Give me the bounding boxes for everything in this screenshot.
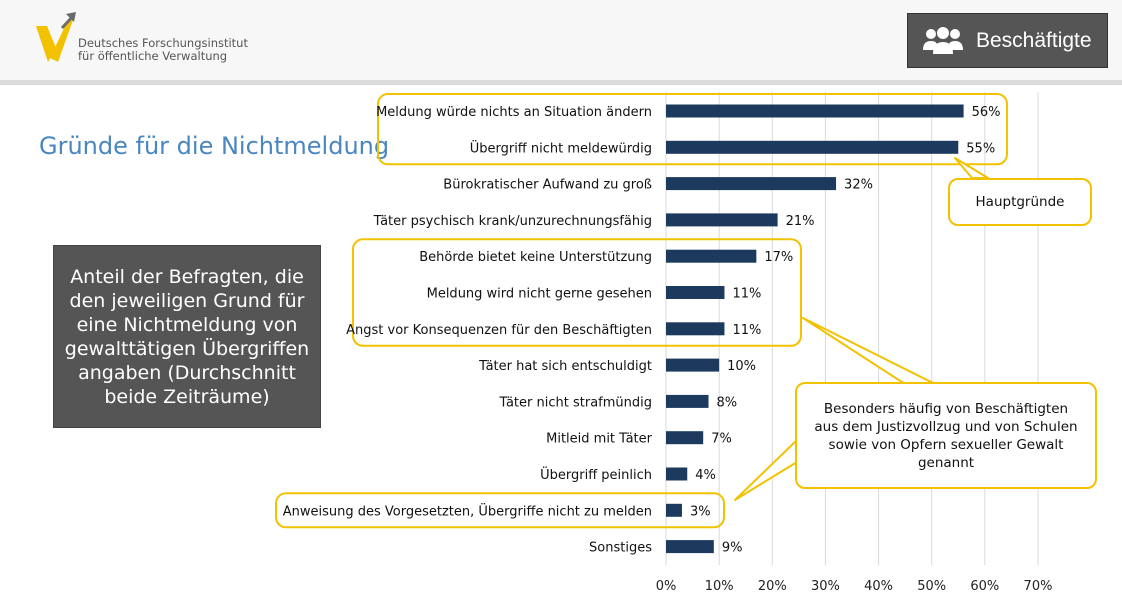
frequent-note-text: Besonders häufig von Beschäftigten aus d…: [814, 400, 1078, 471]
chart-bars: [666, 104, 964, 554]
main-reasons-callout: Hauptgründe: [948, 178, 1092, 226]
x-tick-label: 40%: [864, 579, 893, 594]
category-label: Behörde bietet keine Unterstützung: [419, 250, 652, 265]
main-reasons-text: Hauptgründe: [975, 194, 1065, 210]
bar: [666, 540, 714, 554]
audience-badge: Beschäftigte: [907, 13, 1108, 68]
value-label: 8%: [717, 395, 738, 410]
value-label: 11%: [732, 287, 761, 302]
frequent-note-pointer-bottom: [734, 439, 798, 501]
main-reasons-pointer: [954, 157, 989, 179]
bar: [666, 358, 720, 372]
frequent-note-callout: Besonders häufig von Beschäftigten aus d…: [795, 382, 1097, 489]
value-label: 9%: [722, 541, 743, 556]
bar: [666, 177, 837, 191]
value-label: 32%: [844, 178, 873, 193]
bar: [666, 140, 959, 154]
category-label: Anweisung des Vorgesetzten, Übergriffe n…: [283, 502, 652, 519]
value-label: 4%: [695, 468, 716, 483]
category-label: Mitleid mit Täter: [546, 432, 653, 447]
header-divider: [0, 80, 1122, 85]
x-tick-label: 60%: [970, 579, 999, 594]
value-label: 21%: [786, 214, 815, 229]
bar: [666, 431, 704, 445]
value-label: 55%: [966, 141, 995, 156]
category-label: Bürokratischer Aufwand zu groß: [443, 178, 652, 193]
institute-name: Deutsches Forschungsinstitut für öffentl…: [78, 37, 248, 63]
bar: [666, 286, 725, 299]
value-label: 10%: [727, 359, 756, 374]
value-label: 56%: [972, 105, 1001, 120]
bar: [666, 249, 757, 263]
institute-logo: Deutsches Forschungsinstitut für öffentl…: [36, 12, 276, 72]
highlight-frame: [377, 93, 1008, 166]
chart-labels: Meldung würde nichts an Situation ändern…: [283, 105, 1001, 556]
category-label: Meldung würde nichts an Situation ändern: [376, 105, 652, 120]
bar: [666, 467, 688, 481]
category-label: Sonstiges: [589, 541, 652, 556]
users-icon: [923, 26, 963, 54]
description-text: Anteil der Befragten, die den jeweiligen…: [64, 265, 310, 408]
x-tick-label: 10%: [705, 579, 734, 594]
x-tick-label: 30%: [811, 579, 840, 594]
value-label: 3%: [690, 504, 711, 519]
institute-name-line1: Deutsches Forschungsinstitut: [78, 36, 248, 50]
value-label: 17%: [764, 250, 793, 265]
bar: [666, 503, 682, 517]
bar: [666, 104, 964, 118]
value-label: 7%: [711, 432, 732, 447]
category-label: Übergriff peinlich: [540, 466, 652, 483]
category-label: Meldung wird nicht gerne gesehen: [427, 287, 652, 302]
page-title: Gründe für die Nichtmeldung: [39, 132, 390, 160]
category-label: Täter hat sich entschuldigt: [478, 359, 652, 374]
chart-ticks: 0% 10% 20% 30% 40% 50% 60% 70%: [656, 579, 1053, 594]
audience-badge-label: Beschäftigte: [976, 28, 1092, 52]
category-label: Angst vor Konsequenzen für den Beschäfti…: [346, 323, 652, 338]
frequent-note-pointer-top: [802, 317, 936, 385]
bar: [666, 394, 709, 408]
category-label: Täter nicht strafmündig: [499, 395, 652, 410]
x-tick-label: 50%: [917, 579, 946, 594]
x-tick-label: 0%: [656, 579, 677, 594]
bar: [666, 213, 778, 227]
bar: [666, 322, 725, 336]
highlight-frame: [352, 238, 802, 347]
description-box: Anteil der Befragten, die den jeweiligen…: [53, 245, 321, 428]
institute-name-line2: für öffentliche Verwaltung: [78, 49, 228, 63]
x-tick-label: 20%: [758, 579, 787, 594]
category-label: Täter psychisch krank/unzurechnungsfähig: [373, 214, 652, 229]
category-label: Übergriff nicht meldewürdig: [470, 139, 652, 156]
highlight-frame: [275, 492, 725, 529]
value-label: 11%: [732, 323, 761, 338]
x-tick-label: 70%: [1024, 579, 1053, 594]
logo-v-icon: [36, 12, 76, 62]
chart-highlights: [275, 93, 1008, 529]
